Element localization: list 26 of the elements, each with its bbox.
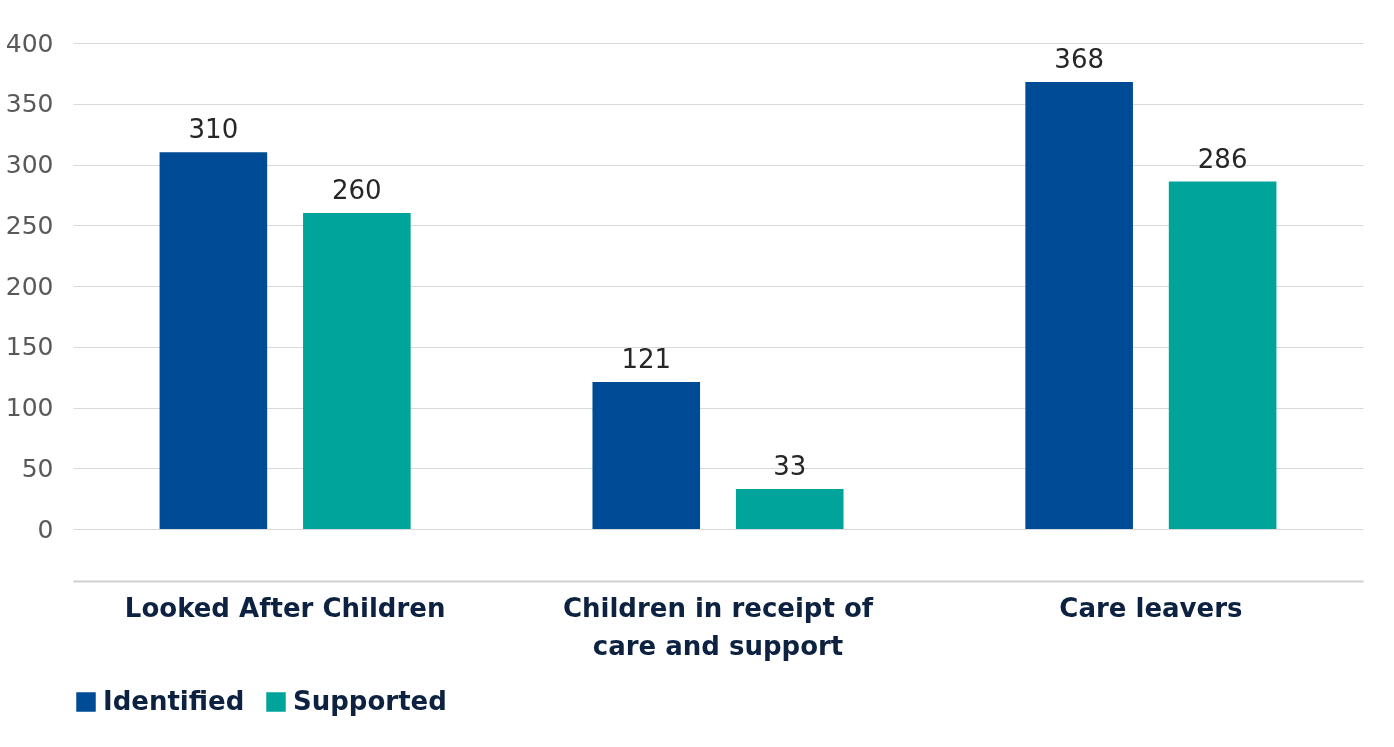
- bar: [303, 213, 411, 529]
- y-tick-label: 350: [5, 89, 54, 119]
- y-tick-label: 0: [37, 514, 54, 544]
- bar: [1168, 181, 1277, 529]
- legend-label: Identified: [103, 686, 245, 716]
- bar: [159, 152, 268, 529]
- data-label: 260: [332, 175, 382, 206]
- x-tick-label: Children in receipt of care and support: [562, 592, 874, 661]
- data-label: 33: [773, 450, 807, 481]
- legend-label: Supported: [293, 686, 447, 716]
- y-tick-label: 200: [5, 271, 54, 301]
- y-tick-label: 50: [21, 453, 54, 483]
- y-tick-label: 150: [5, 332, 54, 362]
- x-tick-label: Care leavers: [1059, 592, 1243, 623]
- data-label: 368: [1054, 43, 1104, 74]
- y-tick-label: 250: [5, 210, 54, 240]
- bar: [735, 488, 844, 529]
- data-label: 121: [621, 343, 672, 374]
- data-label: 310: [188, 114, 239, 145]
- data-label: 286: [1197, 143, 1248, 174]
- y-tick-label: 300: [5, 150, 54, 179]
- y-tick-label: 100: [5, 393, 54, 422]
- bar: [1025, 81, 1133, 529]
- bar: [592, 381, 701, 529]
- y-tick-label: 400: [5, 28, 54, 58]
- x-tick-label: Looked After Children: [124, 592, 446, 623]
